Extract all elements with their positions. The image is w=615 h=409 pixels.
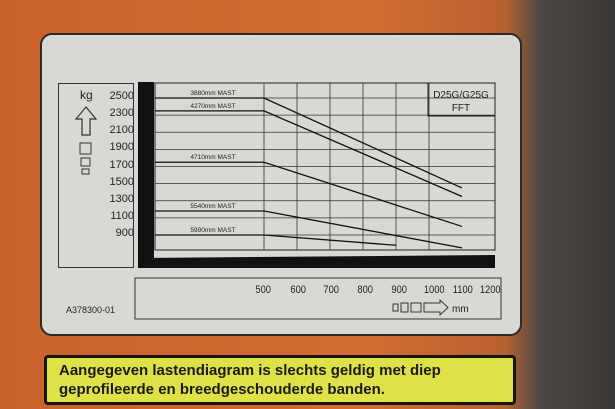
fork-base — [138, 255, 495, 268]
series-label: 3880mm MAST — [190, 90, 235, 97]
load-arrow-icon — [74, 106, 98, 175]
model-label: D25G/G25G — [433, 90, 489, 101]
x-tick-label: 1100 — [452, 284, 473, 296]
x-tick-label: 1200 — [479, 284, 501, 296]
sticker-line-2: geprofileerde en breedgeschouderde bande… — [59, 381, 385, 398]
x-tick-label: 600 — [290, 284, 306, 296]
mast-bar — [138, 82, 154, 267]
load-curve — [155, 234, 397, 246]
y-tick-label: 1100 — [110, 209, 134, 222]
y-tick-label: 1700 — [109, 158, 134, 171]
distance-arrow-icon — [392, 298, 449, 317]
y-tick-label: 900 — [115, 227, 134, 239]
series-label: 4270mm MAST — [190, 103, 235, 110]
model-box — [427, 82, 496, 117]
x-tick-label: 800 — [357, 284, 373, 296]
model-sub-label: FFT — [452, 103, 470, 114]
x-unit-label: mm — [452, 304, 469, 315]
x-axis-box — [134, 277, 502, 320]
load-curve — [155, 210, 463, 249]
load-curve — [155, 161, 463, 228]
y-tick-label: 1300 — [109, 192, 134, 205]
x-tick-label: 700 — [323, 284, 339, 296]
load-curve — [155, 110, 463, 198]
y-tick-label: 2500 — [109, 90, 134, 102]
part-number: A378300-01 — [66, 305, 115, 315]
x-tick-label: 1000 — [423, 284, 445, 296]
unit-panel — [58, 83, 134, 268]
y-tick-label: 1500 — [109, 175, 134, 188]
y-tick-label: 2300 — [109, 107, 134, 120]
x-tick-label: 500 — [255, 284, 271, 296]
series-label: 5990mm MAST — [190, 227, 235, 234]
warning-sticker: Aangegeven lastendiagram is slechts geld… — [44, 355, 516, 405]
sticker-line-1: Aangegeven lastendiagram is slechts geld… — [59, 362, 441, 379]
x-tick-label: 900 — [391, 284, 407, 296]
y-tick-label: 2100 — [109, 124, 134, 137]
series-label: 5540mm MAST — [190, 203, 235, 210]
series-label: 4710mm MAST — [190, 154, 235, 161]
y-tick-label: 1900 — [109, 141, 134, 154]
y-unit-label: kg — [80, 88, 93, 102]
load-curve — [155, 97, 463, 189]
